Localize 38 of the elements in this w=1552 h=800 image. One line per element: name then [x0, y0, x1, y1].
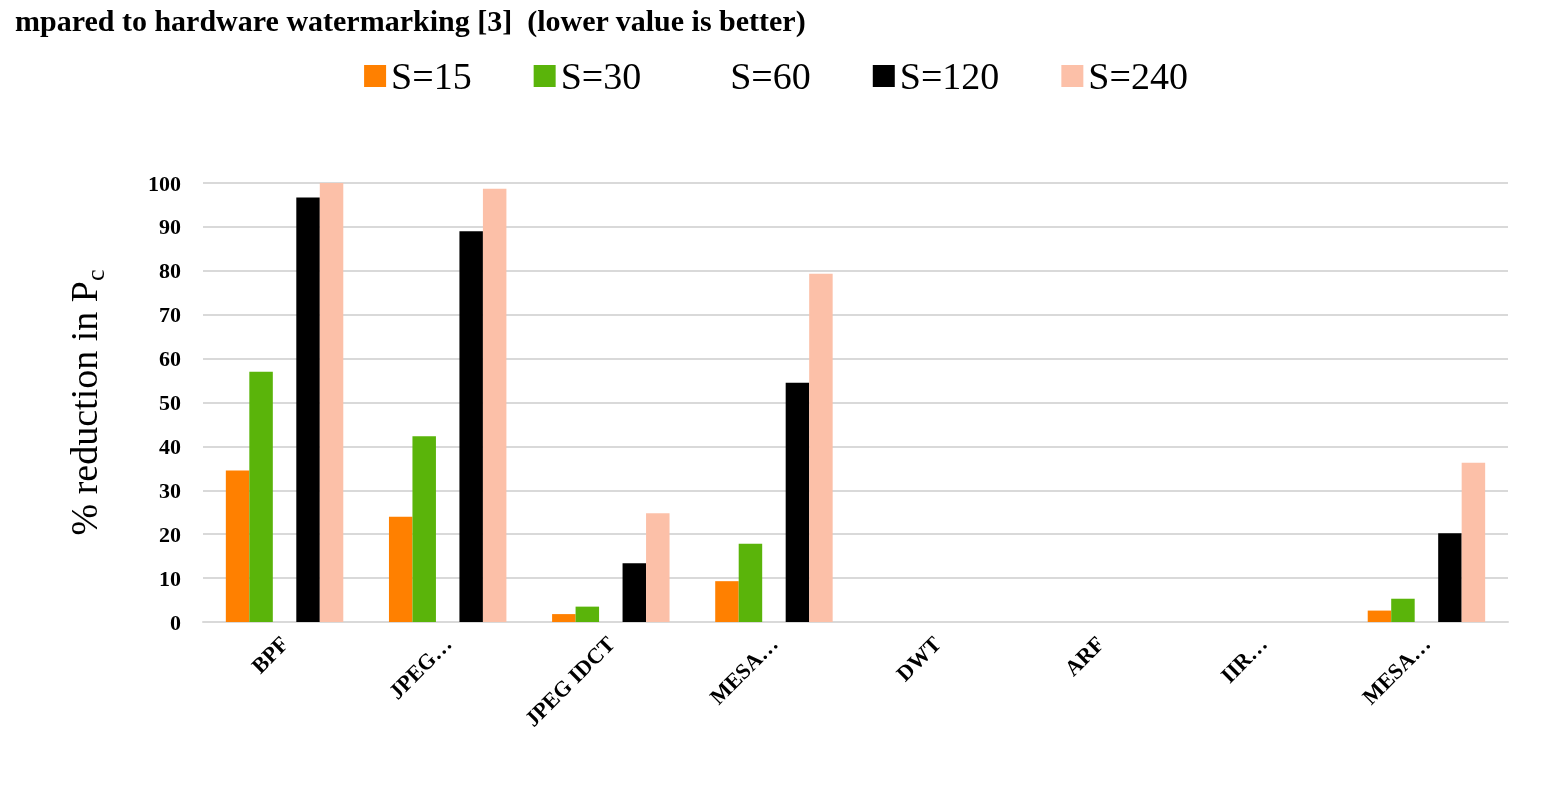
- y-tick-label: 70: [159, 302, 181, 328]
- bar: [552, 614, 576, 622]
- bar: [459, 231, 483, 622]
- bar: [646, 513, 670, 622]
- bar: [296, 197, 320, 622]
- text: S=60: [730, 55, 811, 97]
- bar: [1461, 462, 1486, 622]
- y-tick-label: 20: [159, 521, 181, 547]
- bar: [1438, 533, 1462, 622]
- y-tick-label: 50: [159, 390, 181, 415]
- bar: [249, 371, 273, 622]
- bar: [738, 543, 763, 622]
- bar: [225, 470, 250, 622]
- bar: [715, 581, 739, 622]
- bar: [1391, 598, 1415, 622]
- chart-title: mpared to hardware watermarking [3] (lower value is better): [15, 3, 806, 38]
- legend-label: S=120: [899, 55, 1000, 97]
- y-axis-title: % reduction in Pc: [63, 269, 110, 536]
- legend-label: S=15: [391, 55, 472, 97]
- legend-label: S=30: [560, 55, 642, 97]
- bar: [319, 183, 344, 622]
- y-tick-label: 60: [159, 346, 181, 372]
- bar: [1367, 610, 1392, 622]
- y-tick-label: 40: [159, 433, 181, 459]
- bar: [785, 382, 810, 622]
- y-tick-label: 80: [159, 258, 181, 284]
- legend-label: S=240: [1088, 55, 1188, 97]
- bar: [412, 436, 436, 622]
- y-tick-label: 90: [159, 214, 181, 240]
- y-tick-label: 0: [170, 609, 181, 635]
- y-tick-label: 10: [159, 565, 181, 591]
- y-tick-label: 30: [159, 477, 181, 503]
- y-tick-label: 100: [148, 170, 181, 196]
- bar: [575, 606, 600, 622]
- bar: [809, 273, 833, 622]
- bar: [482, 188, 507, 622]
- bar: [388, 516, 413, 622]
- bar: [622, 563, 647, 622]
